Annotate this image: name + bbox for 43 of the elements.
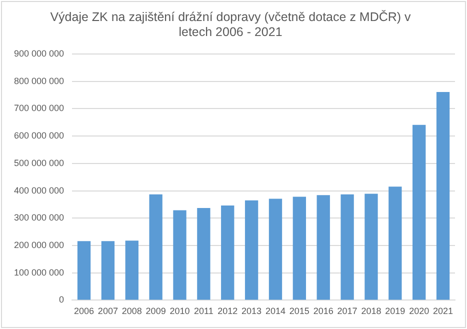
chart-title: Výdaje ZK na zajištění drážní dopravy (včetně dotace z MDČR) v letech 2006 - 2021 bbox=[50, 10, 412, 39]
x-tick-label: 2008 bbox=[122, 306, 142, 316]
x-tick-label: 2015 bbox=[289, 306, 310, 316]
x-tick-label: 2006 bbox=[74, 306, 94, 316]
x-tick-label: 2012 bbox=[218, 306, 238, 316]
bar bbox=[77, 241, 91, 300]
x-tick-label: 2013 bbox=[242, 306, 262, 316]
bar bbox=[268, 198, 282, 300]
y-tick-label: 400 000 000 bbox=[14, 185, 64, 196]
x-tick-label: 2007 bbox=[98, 306, 118, 316]
bar bbox=[197, 208, 210, 300]
y-tick-label: 300 000 000 bbox=[14, 212, 64, 223]
x-tick-label: 2020 bbox=[409, 306, 430, 316]
y-tick-label: 800 000 000 bbox=[14, 76, 64, 86]
x-tick-label: 2016 bbox=[313, 306, 334, 316]
bar bbox=[125, 240, 138, 300]
x-tick-label: 2009 bbox=[146, 306, 166, 316]
x-tick-label: 2011 bbox=[194, 306, 214, 316]
y-tick-label: 200 000 000 bbox=[14, 240, 64, 250]
bar bbox=[292, 196, 306, 300]
bar bbox=[101, 241, 115, 300]
bar bbox=[388, 186, 402, 300]
x-tick-label: 2021 bbox=[433, 306, 454, 316]
y-tick-label: 700 000 000 bbox=[14, 103, 64, 114]
bar bbox=[173, 210, 186, 300]
x-tick-label: 2014 bbox=[265, 306, 286, 316]
x-tick-label: 2018 bbox=[361, 306, 382, 316]
x-tick-label: 2010 bbox=[170, 306, 190, 316]
y-tick-label: 500 000 000 bbox=[14, 158, 64, 168]
bar bbox=[412, 124, 426, 300]
x-tick-label: 2017 bbox=[337, 306, 358, 316]
y-tick-label: 100 000 000 bbox=[14, 267, 64, 278]
y-tick-label: 600 000 000 bbox=[14, 130, 64, 141]
x-tick-label: 2019 bbox=[385, 306, 406, 316]
bar bbox=[316, 195, 330, 300]
bar bbox=[149, 194, 162, 300]
bar bbox=[244, 200, 258, 300]
bar bbox=[364, 194, 378, 300]
y-tick-label: 900 000 000 bbox=[14, 48, 64, 58]
bar bbox=[221, 206, 234, 300]
bar bbox=[340, 194, 354, 300]
bar bbox=[436, 92, 450, 300]
y-tick-label: 0 bbox=[59, 294, 64, 305]
